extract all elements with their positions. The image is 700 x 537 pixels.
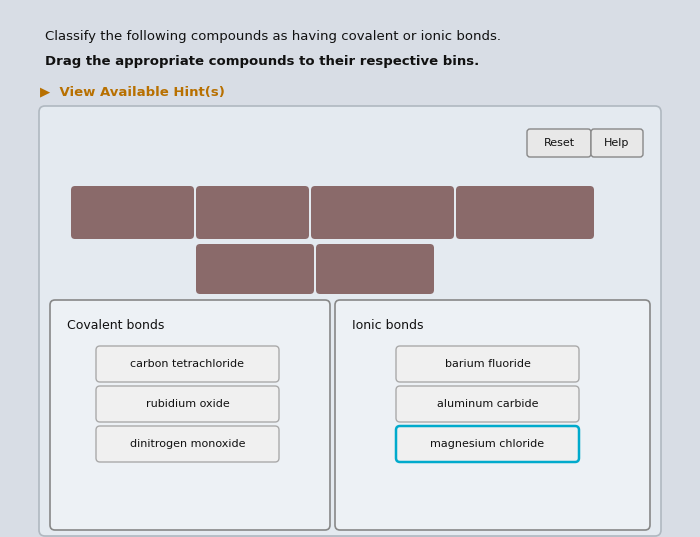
Text: carbon tetrachloride: carbon tetrachloride [130,359,244,369]
Text: Classify the following compounds as having covalent or ionic bonds.: Classify the following compounds as havi… [45,30,501,43]
FancyBboxPatch shape [71,186,194,239]
Text: magnesium chloride: magnesium chloride [430,439,545,449]
Text: ▶  View Available Hint(s): ▶ View Available Hint(s) [40,85,225,98]
FancyBboxPatch shape [335,300,650,530]
FancyBboxPatch shape [396,426,579,462]
Text: Reset: Reset [543,138,575,148]
FancyBboxPatch shape [311,186,454,239]
Text: aluminum carbide: aluminum carbide [437,399,538,409]
FancyBboxPatch shape [50,300,330,530]
Text: Help: Help [604,138,630,148]
FancyBboxPatch shape [96,426,279,462]
Text: Covalent bonds: Covalent bonds [67,319,164,332]
FancyBboxPatch shape [396,346,579,382]
FancyBboxPatch shape [527,129,591,157]
FancyBboxPatch shape [456,186,594,239]
Text: barium fluoride: barium fluoride [444,359,531,369]
FancyBboxPatch shape [39,106,661,536]
FancyBboxPatch shape [396,386,579,422]
FancyBboxPatch shape [196,186,309,239]
Text: Ionic bonds: Ionic bonds [352,319,424,332]
FancyBboxPatch shape [591,129,643,157]
Text: rubidium oxide: rubidium oxide [146,399,230,409]
FancyBboxPatch shape [96,386,279,422]
FancyBboxPatch shape [196,244,314,294]
FancyBboxPatch shape [96,346,279,382]
FancyBboxPatch shape [316,244,434,294]
Text: dinitrogen monoxide: dinitrogen monoxide [130,439,245,449]
Text: Drag the appropriate compounds to their respective bins.: Drag the appropriate compounds to their … [45,55,480,68]
